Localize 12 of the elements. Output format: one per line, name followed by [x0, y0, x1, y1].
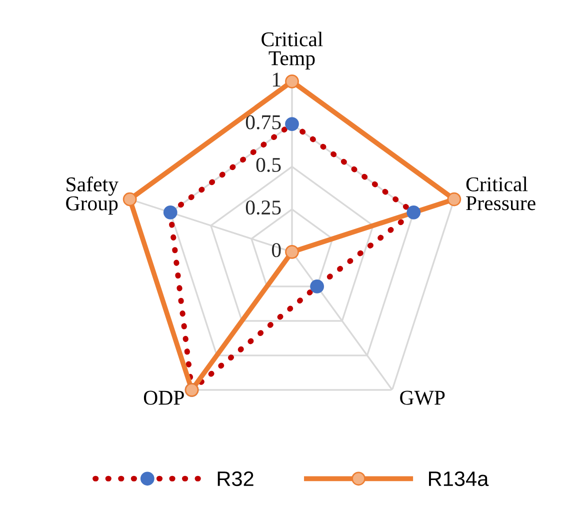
y-tick-label: 0.5 [256, 158, 281, 172]
legend-label: R32 [218, 471, 254, 486]
y-tick-label: 0 [272, 243, 281, 258]
y-tick-label: 0.75 [246, 115, 281, 130]
spoke-label: Critical Pressure [466, 176, 536, 210]
y-tick-label: 1 [273, 72, 280, 86]
y-tick-label: 0.25 [246, 200, 281, 215]
spoke-label: GWP [400, 390, 445, 405]
legend-label: R134a [429, 471, 489, 486]
spoke-label: Safety Group [66, 176, 118, 215]
spoke-label: Critical Temp [262, 32, 323, 70]
spoke-label: ODP [144, 390, 184, 405]
